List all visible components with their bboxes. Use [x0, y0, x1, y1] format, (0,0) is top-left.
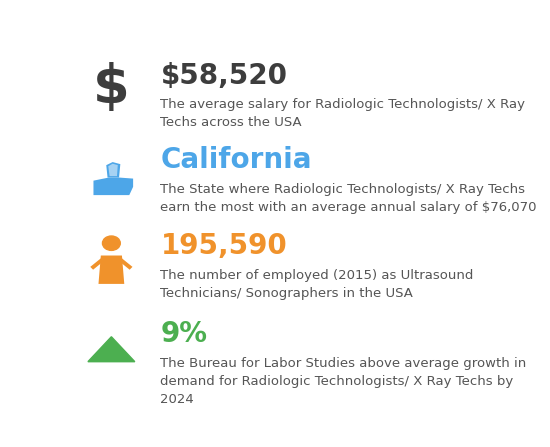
Text: The average salary for Radiologic Technologists/ X Ray
Techs across the USA: The average salary for Radiologic Techno…	[161, 98, 525, 129]
Text: $58,520: $58,520	[161, 62, 288, 90]
Text: The number of employed (2015) as Ultrasound
Technicians/ Sonographers in the USA: The number of employed (2015) as Ultraso…	[161, 269, 474, 300]
PathPatch shape	[98, 256, 124, 284]
Text: California: California	[161, 146, 312, 174]
Polygon shape	[88, 337, 135, 362]
Text: The Bureau for Labor Studies above average growth in
demand for Radiologic Techn: The Bureau for Labor Studies above avera…	[161, 357, 527, 405]
Text: 195,590: 195,590	[161, 232, 287, 261]
PathPatch shape	[90, 258, 103, 270]
PathPatch shape	[119, 258, 133, 270]
Circle shape	[102, 236, 120, 250]
PathPatch shape	[94, 177, 133, 195]
PathPatch shape	[106, 162, 120, 177]
Text: 9%: 9%	[161, 320, 207, 348]
Text: $: $	[93, 62, 130, 114]
PathPatch shape	[108, 164, 118, 176]
Text: The State where Radiologic Technologists/ X Ray Techs
earn the most with an aver: The State where Radiologic Technologists…	[161, 183, 537, 214]
